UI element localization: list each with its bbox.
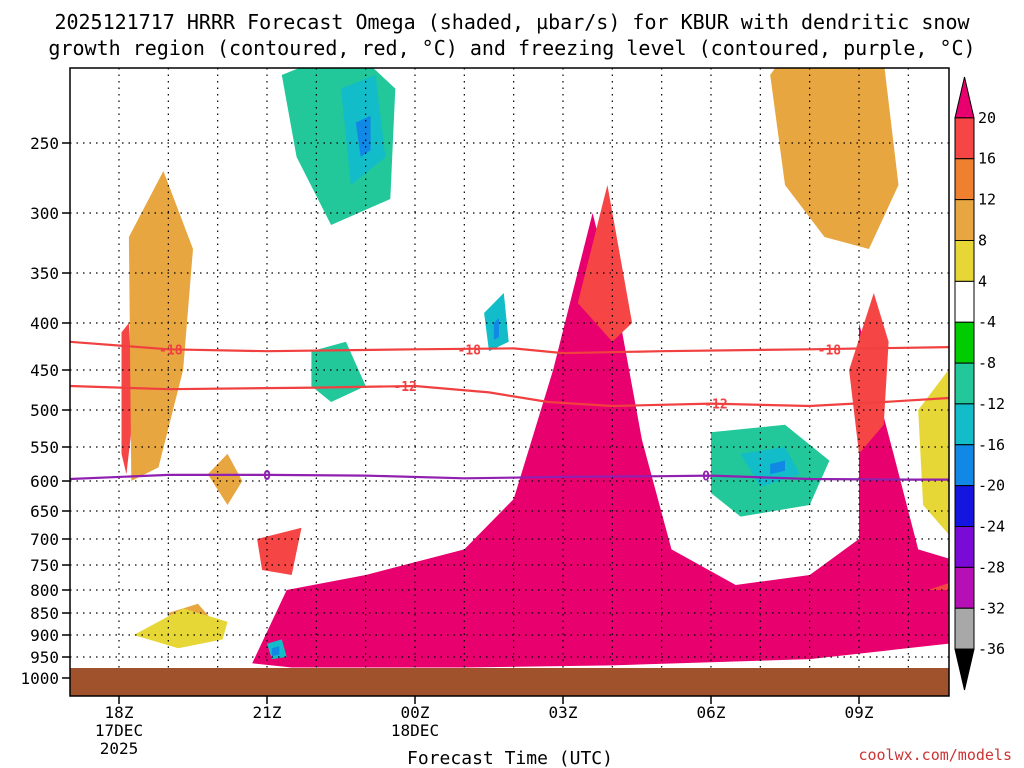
- colorbar-label-12: 12: [978, 191, 996, 209]
- contour-label-m18-c: -18: [818, 343, 842, 358]
- y-tick-label-600: 600: [30, 472, 59, 491]
- y-tick-label-750: 750: [30, 556, 59, 575]
- colorbar-swatch-4: [954, 239, 975, 282]
- colorbar-label--36: -36: [978, 640, 1005, 658]
- colorbar-swatch-14: [954, 648, 975, 691]
- omega-region-7: [128, 171, 193, 481]
- colorbar-label-20: 20: [978, 109, 996, 127]
- title-line-1: 2025121717 HRRR Forecast Omega (shaded, …: [54, 10, 970, 34]
- x-tick-sublabel-0-1: 2025: [100, 739, 139, 758]
- plot-frame: [69, 67, 950, 697]
- contour-label-m12-b: -12: [704, 398, 727, 413]
- y-tick-label-850: 850: [30, 604, 59, 623]
- x-tick-label-09Z: 09Z: [845, 703, 874, 722]
- y-tick-label-250: 250: [30, 134, 59, 153]
- y-tick-label-450: 450: [30, 361, 59, 380]
- colorbar-swatch-0: [954, 76, 975, 119]
- y-tick-label-950: 950: [30, 648, 59, 667]
- omega-region-24: [493, 318, 499, 340]
- x-tick-label-06Z: 06Z: [697, 703, 726, 722]
- contour-label-m18-a: -18: [159, 343, 183, 358]
- contour-label-m18-b: -18: [458, 343, 482, 358]
- omega-region-12: [133, 608, 228, 649]
- contour-label-0-a: 0: [263, 469, 271, 484]
- title-line-2: growth region (contoured, red, °C) and f…: [48, 36, 975, 60]
- colorbar-label-16: 16: [978, 150, 996, 168]
- colorbar-swatch-3: [954, 199, 975, 241]
- x-tick-label-00Z: 00Z: [401, 703, 430, 722]
- x-tick-sublabel-0-0: 17DEC: [95, 721, 143, 740]
- x-tick-label-18Z: 18Z: [105, 703, 134, 722]
- colorbar-label--32: -32: [978, 599, 1005, 617]
- omega-region-10: [770, 68, 899, 249]
- gridlines: [70, 68, 949, 696]
- omega-region-2: [257, 527, 302, 575]
- omega-region-6: [928, 582, 949, 590]
- colorbar-label--12: -12: [978, 395, 1005, 413]
- colorbar-label--16: -16: [978, 436, 1005, 454]
- y-tick-label-1000: 1000: [20, 669, 59, 688]
- chart-title: 2025121717 HRRR Forecast Omega (shaded, …: [48, 10, 975, 60]
- colorbar-label--20: -20: [978, 477, 1005, 495]
- y-axis: 250 300 350 400 450 500 550 600 650 700 750 800 850 9…: [20, 134, 70, 688]
- omega-region-8: [207, 453, 243, 505]
- y-tick-label-500: 500: [30, 401, 59, 420]
- x-tick-label-21Z: 21Z: [253, 703, 282, 722]
- colorbar-label-4: 4: [978, 272, 987, 290]
- contour-freezing-level: [70, 473, 949, 481]
- colorbar-swatch-12: [954, 566, 975, 609]
- colorbar-swatch-11: [954, 526, 975, 568]
- colorbar: 20 16 12 8 4 -4 -8 -12 -16 -20 -24 -28 -32 -36: [954, 76, 1005, 691]
- contour-dgz-lower: [70, 384, 949, 408]
- contours: -18 -18 -18 -12 -12 0 0: [70, 340, 949, 485]
- x-tick-label-03Z: 03Z: [549, 703, 578, 722]
- colorbar-label--4: -4: [978, 313, 996, 331]
- colorbar-swatch-6: [954, 321, 975, 364]
- y-tick-label-650: 650: [30, 502, 59, 521]
- colorbar-swatch-13: [954, 607, 975, 650]
- colorbar-label-8: 8: [978, 231, 987, 249]
- y-tick-label-550: 550: [30, 438, 59, 457]
- colorbar-swatch-5: [954, 280, 975, 323]
- omega-region-23: [355, 115, 371, 157]
- y-tick-label-800: 800: [30, 581, 59, 600]
- omega-region-26: [271, 646, 280, 657]
- omega-region-1: [538, 511, 573, 570]
- y-tick-label-900: 900: [30, 626, 59, 645]
- contour-dgz-upper: [70, 340, 949, 355]
- contour-label-m12-a: -12: [393, 380, 416, 395]
- omega-region-0: [252, 213, 949, 668]
- ground-below-surface: [70, 668, 949, 696]
- colorbar-swatch-2: [954, 158, 975, 201]
- omega-region-3: [577, 185, 633, 342]
- colorbar-label--28: -28: [978, 558, 1005, 576]
- colorbar-label--24: -24: [978, 518, 1005, 536]
- colorbar-swatch-9: [954, 444, 975, 487]
- x-axis-label: Forecast Time (UTC): [407, 748, 613, 768]
- y-tick-label-700: 700: [30, 530, 59, 549]
- colorbar-swatch-10: [954, 485, 975, 528]
- x-tick-sublabel-2-0: 18DEC: [391, 721, 439, 740]
- credit-text: coolwx.com/models: [858, 746, 1012, 764]
- y-tick-label-400: 400: [30, 314, 59, 333]
- plot-area: -18 -18 -18 -12 -12 0 0: [69, 67, 950, 697]
- omega-shading: -18 -18 -18 -12 -12 0 0: [70, 68, 949, 696]
- omega-region-25: [770, 460, 785, 475]
- colorbar-swatch-8: [954, 403, 975, 446]
- y-tick-label-350: 350: [30, 264, 59, 283]
- y-tick-label-300: 300: [30, 204, 59, 223]
- colorbar-label--8: -8: [978, 354, 996, 372]
- contour-label-0-b: 0: [702, 470, 710, 485]
- colorbar-swatch-1: [954, 117, 975, 160]
- colorbar-swatch-7: [954, 362, 975, 405]
